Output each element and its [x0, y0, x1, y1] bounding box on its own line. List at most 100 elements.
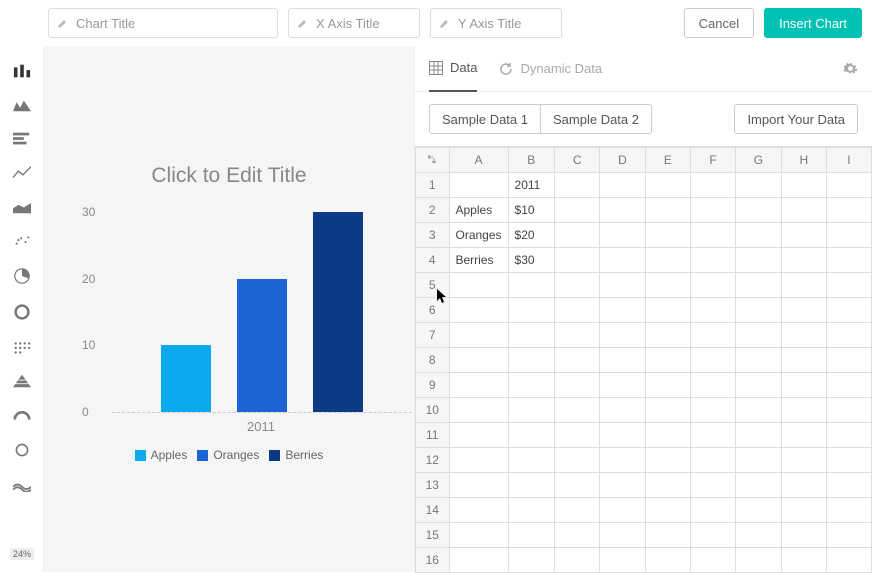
cell[interactable]: [600, 373, 645, 398]
cell[interactable]: [826, 248, 871, 273]
cell[interactable]: [554, 273, 599, 298]
chart-bar[interactable]: [237, 279, 287, 412]
row-header[interactable]: 6: [416, 298, 450, 323]
hbar-icon[interactable]: [13, 132, 31, 146]
cell[interactable]: Apples: [449, 198, 508, 223]
row-header[interactable]: 12: [416, 448, 450, 473]
cell[interactable]: [736, 323, 781, 348]
row-header[interactable]: 1: [416, 173, 450, 198]
cell[interactable]: [781, 373, 826, 398]
cell[interactable]: [449, 498, 508, 523]
column-header[interactable]: H: [781, 148, 826, 173]
cell[interactable]: [600, 323, 645, 348]
cell[interactable]: [736, 398, 781, 423]
cell[interactable]: [736, 198, 781, 223]
cell[interactable]: [781, 498, 826, 523]
cell[interactable]: [508, 523, 554, 548]
cell[interactable]: [781, 423, 826, 448]
pyramid-icon[interactable]: [13, 374, 31, 388]
gear-icon[interactable]: [843, 61, 858, 76]
cell[interactable]: [508, 498, 554, 523]
cell[interactable]: [645, 173, 690, 198]
cancel-button[interactable]: Cancel: [684, 8, 754, 38]
cell[interactable]: [554, 298, 599, 323]
cell[interactable]: [600, 173, 645, 198]
cell[interactable]: [645, 273, 690, 298]
row-header[interactable]: 15: [416, 523, 450, 548]
chart-title-text[interactable]: Click to Edit Title: [62, 164, 396, 188]
cell[interactable]: [690, 223, 735, 248]
legend-item[interactable]: Oranges: [197, 448, 259, 462]
line-chart-icon[interactable]: [13, 166, 31, 180]
cell[interactable]: [600, 473, 645, 498]
cell[interactable]: [826, 273, 871, 298]
cell[interactable]: [781, 273, 826, 298]
chart-bar[interactable]: [161, 345, 211, 412]
cell[interactable]: [690, 198, 735, 223]
cell[interactable]: [600, 273, 645, 298]
cell[interactable]: [554, 248, 599, 273]
insert-chart-button[interactable]: Insert Chart: [764, 8, 862, 38]
cell[interactable]: [600, 398, 645, 423]
cell[interactable]: [826, 448, 871, 473]
cell[interactable]: [690, 298, 735, 323]
cell[interactable]: [781, 448, 826, 473]
cell[interactable]: [508, 548, 554, 573]
zoom-badge[interactable]: 24%: [10, 548, 34, 560]
scatter-icon[interactable]: [13, 234, 31, 248]
sheet-corner[interactable]: [416, 148, 450, 173]
row-header[interactable]: 9: [416, 373, 450, 398]
spreadsheet[interactable]: ABCDEFGHI120112Apples$103Oranges$204Berr…: [415, 146, 872, 573]
cell[interactable]: [554, 473, 599, 498]
cell[interactable]: [736, 298, 781, 323]
row-header[interactable]: 5: [416, 273, 450, 298]
cell[interactable]: [826, 173, 871, 198]
x-axis-title-input[interactable]: X Axis Title: [288, 8, 420, 38]
cell[interactable]: [449, 448, 508, 473]
row-header[interactable]: 11: [416, 423, 450, 448]
cell[interactable]: [736, 348, 781, 373]
cell[interactable]: [645, 248, 690, 273]
column-header[interactable]: G: [736, 148, 781, 173]
cell[interactable]: [690, 423, 735, 448]
cell[interactable]: [600, 523, 645, 548]
cell[interactable]: [826, 373, 871, 398]
cell[interactable]: [736, 223, 781, 248]
row-header[interactable]: 3: [416, 223, 450, 248]
cell[interactable]: [554, 398, 599, 423]
cell[interactable]: [554, 223, 599, 248]
cell[interactable]: [449, 348, 508, 373]
legend-item[interactable]: Berries: [269, 448, 323, 462]
cell[interactable]: [449, 548, 508, 573]
cell[interactable]: [826, 198, 871, 223]
row-header[interactable]: 7: [416, 323, 450, 348]
cell[interactable]: [736, 473, 781, 498]
dot-grid-icon[interactable]: [13, 340, 31, 354]
cell[interactable]: [645, 448, 690, 473]
column-header[interactable]: D: [600, 148, 645, 173]
column-header[interactable]: C: [554, 148, 599, 173]
column-header[interactable]: A: [449, 148, 508, 173]
cell[interactable]: [600, 548, 645, 573]
cell[interactable]: Oranges: [449, 223, 508, 248]
cell[interactable]: [736, 548, 781, 573]
donut-icon[interactable]: [13, 304, 31, 320]
cell[interactable]: [508, 473, 554, 498]
cell[interactable]: [449, 373, 508, 398]
cell[interactable]: [826, 498, 871, 523]
y-axis-title-input[interactable]: Y Axis Title: [430, 8, 562, 38]
cell[interactable]: [645, 523, 690, 548]
cell[interactable]: [826, 323, 871, 348]
cell[interactable]: [781, 398, 826, 423]
cell[interactable]: $30: [508, 248, 554, 273]
cell[interactable]: [508, 298, 554, 323]
row-header[interactable]: 8: [416, 348, 450, 373]
cell[interactable]: [508, 398, 554, 423]
cell[interactable]: $10: [508, 198, 554, 223]
cell[interactable]: [554, 548, 599, 573]
cell[interactable]: [508, 373, 554, 398]
cell[interactable]: [781, 348, 826, 373]
cell[interactable]: [508, 423, 554, 448]
cell[interactable]: [600, 448, 645, 473]
import-data-button[interactable]: Import Your Data: [734, 104, 858, 134]
